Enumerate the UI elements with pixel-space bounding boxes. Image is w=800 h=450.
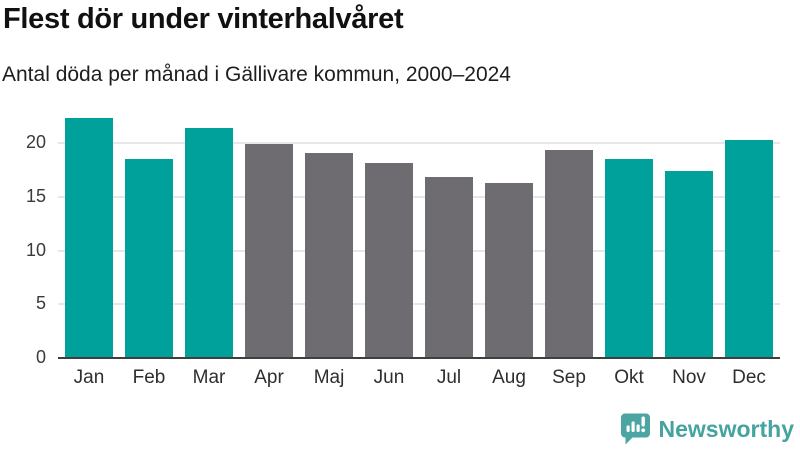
gridline-20 — [58, 142, 780, 145]
plot-area — [58, 109, 780, 359]
bar-mar — [185, 128, 233, 358]
y-axis: 0 5 10 15 20 — [0, 109, 46, 367]
x-tick-label-sep: Sep — [552, 367, 586, 388]
bars-container — [58, 109, 780, 358]
chart-subtitle: Antal döda per månad i Gällivare kommun,… — [2, 63, 511, 86]
x-tick-label-jun: Jun — [373, 367, 405, 388]
x-tick-label-maj: Maj — [313, 367, 345, 388]
bar-dec — [725, 140, 773, 358]
newsworthy-logo-icon — [620, 413, 650, 445]
x-tick-label-feb: Feb — [132, 367, 166, 388]
bar-feb — [125, 159, 173, 358]
x-axis-line — [58, 356, 780, 359]
x-tick-label-apr: Apr — [254, 367, 284, 388]
y-tick-label-5: 5 — [35, 293, 46, 314]
bar-aug — [485, 183, 533, 358]
x-tick-label-dec: Dec — [732, 367, 766, 388]
x-tick-label-mar: Mar — [192, 367, 226, 388]
y-tick-label-20: 20 — [25, 132, 46, 153]
bar-jan — [65, 117, 113, 358]
bar-nov — [665, 171, 713, 358]
x-tick-label-jan: Jan — [73, 367, 105, 388]
gridline-5 — [58, 303, 780, 306]
brand-lockup: Newsworthy — [620, 412, 794, 446]
brand-name: Newsworthy — [658, 415, 794, 442]
chart-title: Flest dör under vinterhalvåret — [3, 3, 404, 35]
bar-apr — [245, 144, 293, 358]
bar-maj — [305, 153, 353, 358]
y-tick-label-10: 10 — [25, 239, 46, 260]
bar-jul — [425, 176, 473, 358]
y-tick-label-15: 15 — [25, 186, 46, 207]
gridline-15 — [58, 196, 780, 199]
bar-jun — [365, 162, 413, 358]
x-tick-label-nov: Nov — [672, 367, 706, 388]
bar-okt — [605, 159, 653, 358]
x-tick-label-aug: Aug — [492, 367, 526, 388]
y-tick-label-0: 0 — [35, 347, 46, 367]
gridline-10 — [58, 249, 780, 252]
x-tick-label-okt: Okt — [614, 367, 644, 388]
x-tick-label-jul: Jul — [436, 367, 462, 388]
x-axis: Jan Feb Mar Apr Maj Jun Jul Aug Sep Okt Nov Dec — [58, 367, 780, 389]
bar-sep — [545, 149, 593, 358]
